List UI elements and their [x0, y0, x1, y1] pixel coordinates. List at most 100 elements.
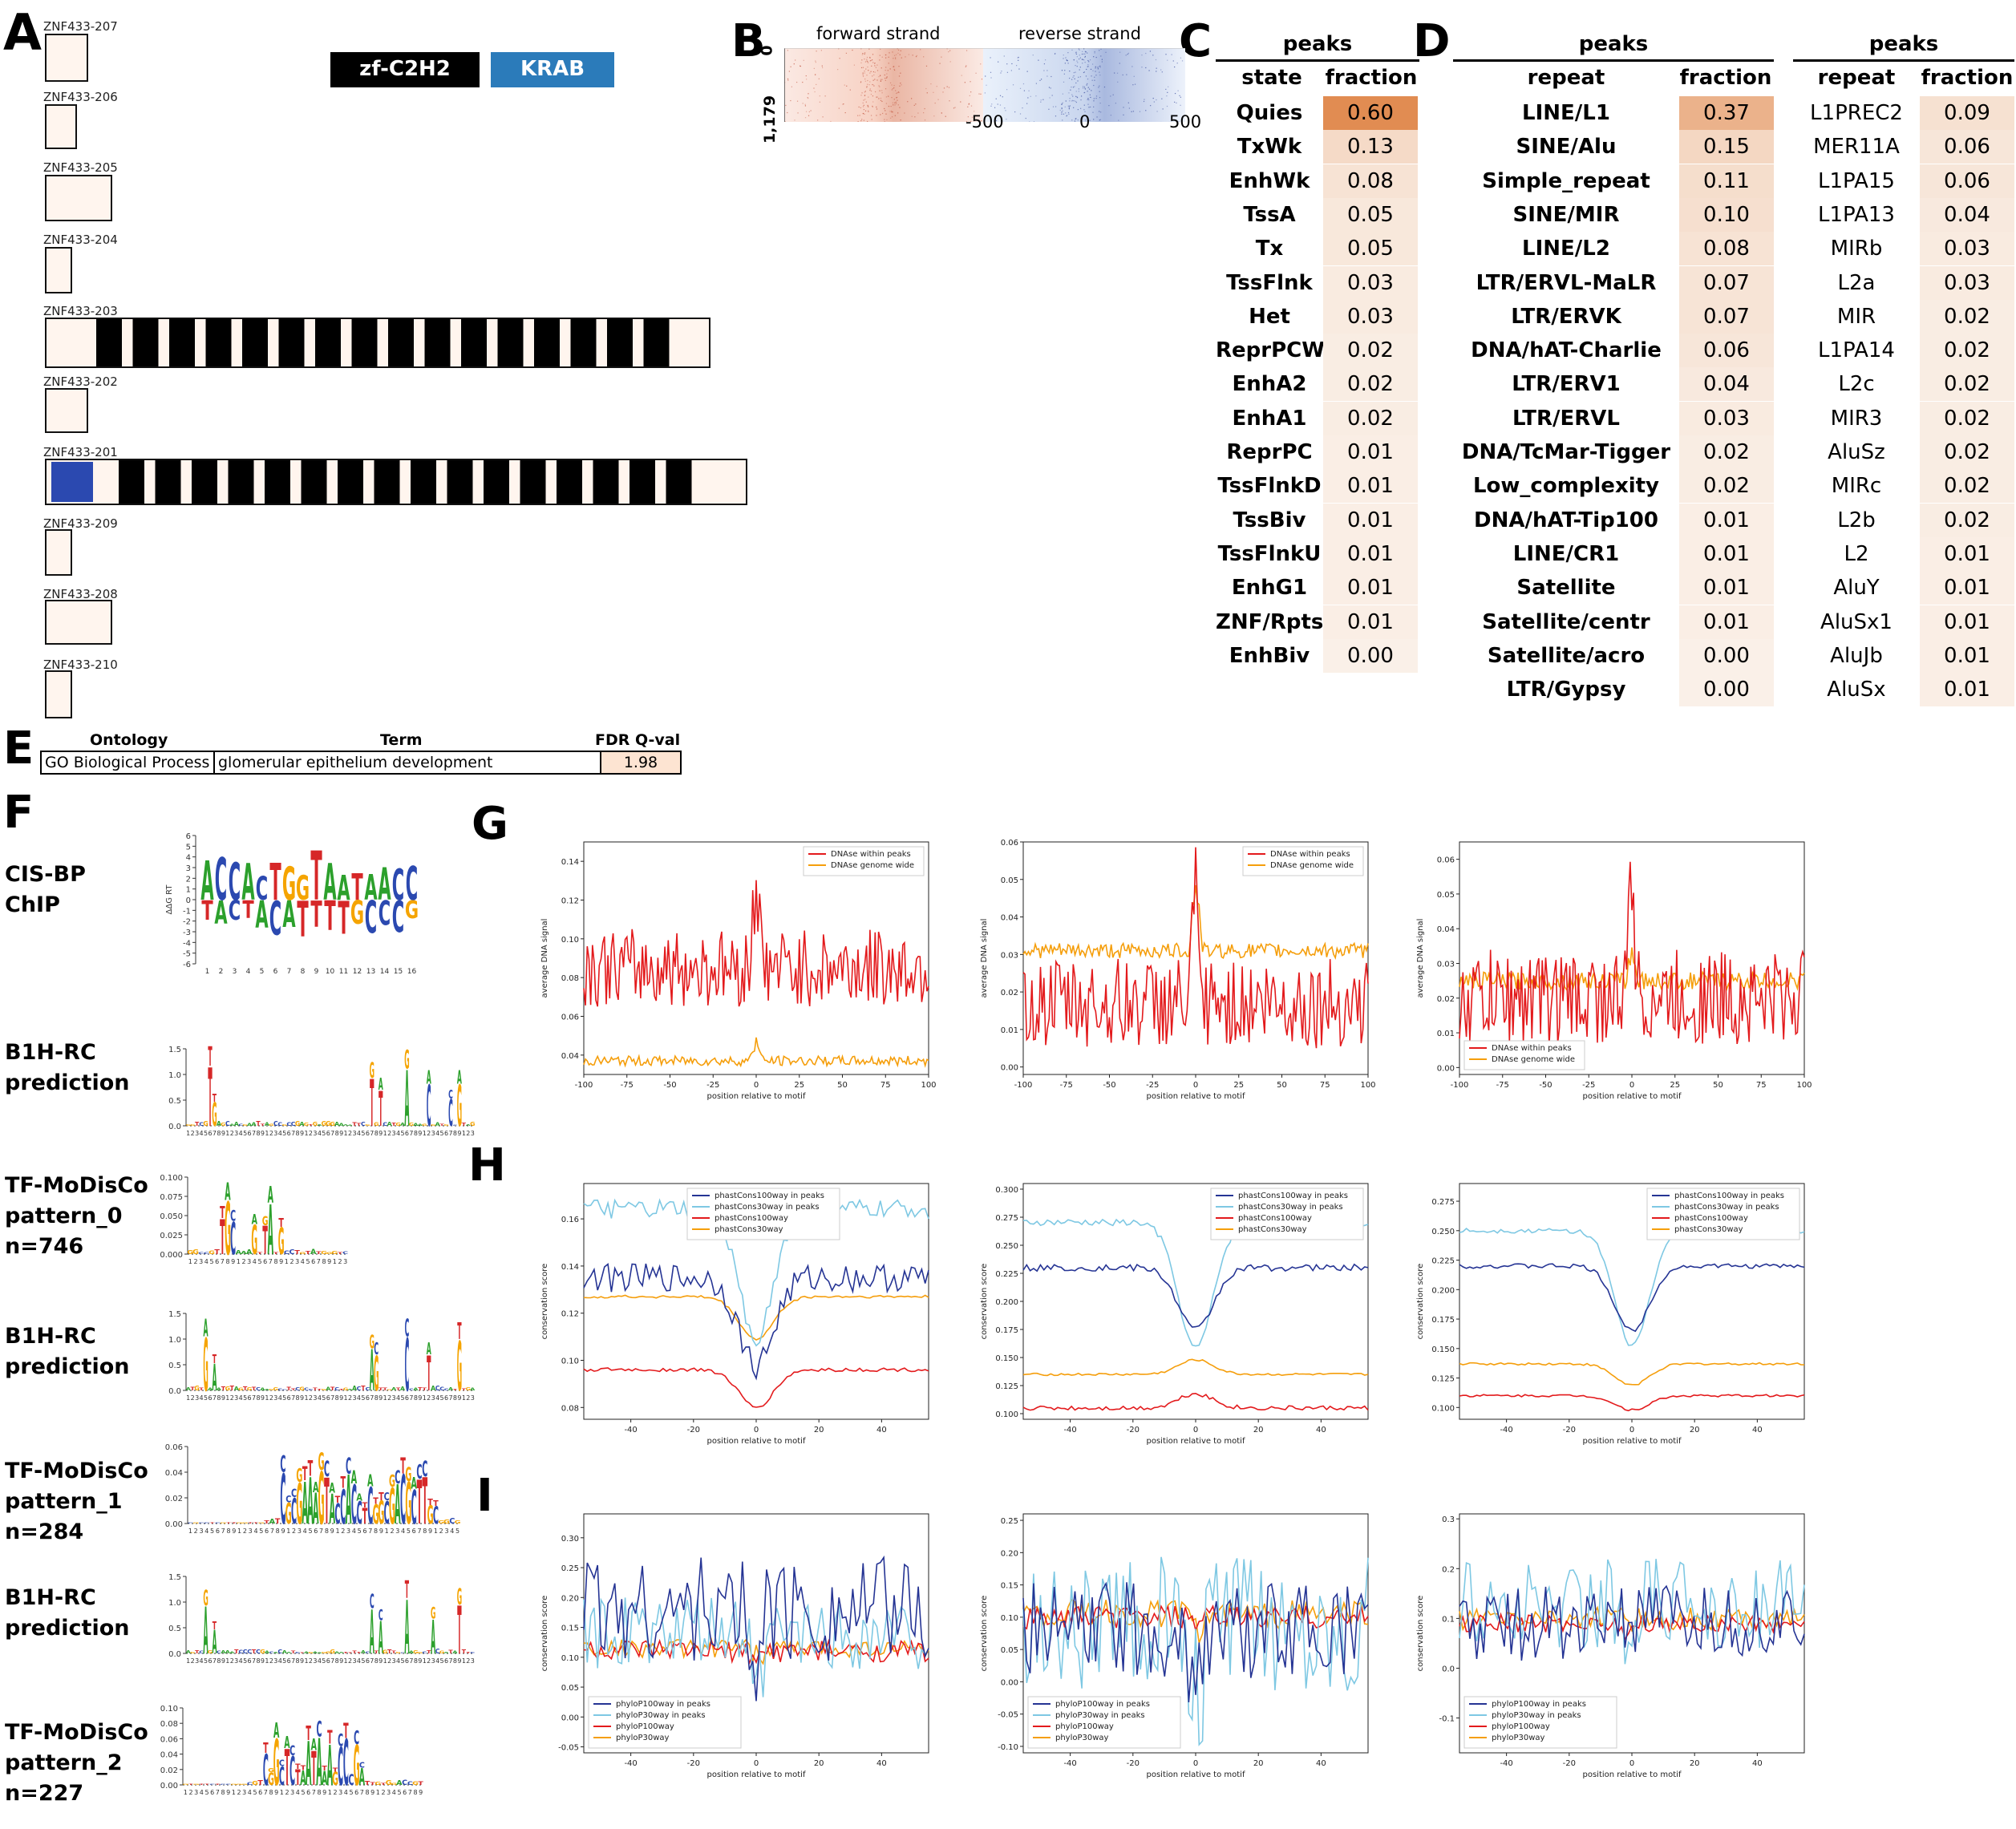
subrepeat-name: L1PREC2	[1810, 101, 1903, 125]
svg-text:3: 3	[313, 1130, 317, 1137]
subrepeat-name: MIRb	[1830, 237, 1883, 261]
panel-label-a: A	[3, 3, 42, 62]
svg-text:7: 7	[221, 1258, 225, 1265]
subrepeat-row: L1PA13 0.04	[1793, 197, 2014, 232]
x-axis-label: position relative to motif	[1147, 1437, 1245, 1446]
series-line	[1459, 1584, 1805, 1661]
svg-text:1: 1	[265, 1130, 269, 1137]
logo-letter: A	[418, 1123, 423, 1127]
svg-text:5: 5	[440, 1394, 444, 1402]
svg-text:2: 2	[390, 1528, 394, 1535]
state-fraction: 0.02	[1323, 401, 1418, 435]
logo-letter: C	[334, 1386, 339, 1392]
logo-letter: T	[291, 1389, 295, 1391]
svg-text:9: 9	[379, 1394, 383, 1402]
logo-letter: C	[405, 1325, 410, 1408]
motif-label-modisco-0: TF-MoDisCo pattern_0 n=746	[5, 1173, 148, 1259]
series-line	[1022, 1581, 1369, 1702]
zf-c2h2-domain	[278, 319, 305, 366]
logo-letter: C	[225, 1783, 231, 1785]
chart-h3: 0.100 0.125 0.150 0.175 0.200 0.225 0.250 0.275…	[1416, 1183, 1805, 1446]
state-fraction: 0.03	[1323, 265, 1418, 300]
x-axis-label: position relative to motif	[707, 1092, 806, 1101]
logo-letter: A	[269, 1519, 276, 1526]
subrepeat-fraction: 0.06	[1920, 130, 2014, 164]
svg-text:4: 4	[296, 1789, 300, 1796]
svg-text:7: 7	[330, 1130, 334, 1137]
logo-letter: T	[243, 1385, 248, 1392]
logo-letter: T	[322, 1766, 327, 1773]
logo-ytick: 0.100	[160, 1174, 183, 1183]
svg-text:2: 2	[439, 1528, 443, 1535]
cisbp-ytick: -6	[183, 961, 191, 969]
svg-text:1: 1	[285, 1258, 289, 1265]
logo-letter: G	[457, 1329, 462, 1408]
logo-letter: G	[443, 1519, 450, 1525]
logo-letter: C	[291, 1120, 296, 1127]
logo-letter: C	[365, 892, 377, 944]
svg-text:3: 3	[199, 1258, 203, 1265]
state-name: TxWk	[1237, 135, 1302, 160]
logo-letter: C	[351, 1475, 357, 1537]
state-fraction: 0.05	[1323, 232, 1418, 266]
svg-text:3: 3	[194, 1789, 198, 1796]
state-name: TssFlnk	[1226, 270, 1313, 295]
ytick-label: 0.05	[561, 1684, 579, 1693]
logo-letter: G	[187, 1248, 193, 1256]
state-row: Het 0.03	[1216, 299, 1418, 334]
panel-label-h: H	[468, 1139, 506, 1192]
svg-text:3: 3	[234, 1657, 238, 1665]
series-line	[583, 1637, 929, 1665]
svg-text:8: 8	[256, 1394, 260, 1402]
logo-letter: C	[357, 1386, 362, 1392]
logo-letter: T	[306, 1722, 311, 1745]
logo-letter: G	[331, 1250, 338, 1255]
state-name: TssBiv	[1233, 508, 1306, 532]
x-axis-label: position relative to motif	[1147, 1770, 1245, 1779]
zf-c2h2-domain	[461, 319, 487, 366]
logo-letter: T	[242, 896, 253, 925]
logo-ytick: 1.0	[168, 1071, 181, 1080]
svg-text:4: 4	[392, 1789, 396, 1796]
subrepeat-name: AluSx	[1827, 678, 1886, 702]
logo-letter: T	[379, 1388, 383, 1391]
isoform-exon	[45, 104, 77, 149]
legend-box	[1646, 1188, 1800, 1240]
legend-zf-c2h2: zf-C2H2	[330, 52, 480, 87]
svg-text:5: 5	[322, 1657, 326, 1665]
logo-letter: A	[204, 1595, 208, 1669]
subrepeat-name: L1PA14	[1818, 338, 1895, 363]
xtick-label: 75	[1756, 1081, 1767, 1090]
ytick-label: 0.12	[561, 897, 579, 906]
logo-letter: A	[378, 858, 391, 910]
svg-text:6: 6	[216, 1528, 220, 1535]
repeat-fraction: 0.01	[1679, 605, 1774, 639]
logo-letter: C	[198, 1252, 204, 1255]
logo-letter: T	[427, 1499, 433, 1507]
svg-text:5: 5	[282, 1394, 286, 1402]
logo-letter: C	[342, 1251, 349, 1256]
svg-text:9: 9	[418, 1657, 422, 1665]
zf-c2h2-domain	[643, 319, 670, 366]
xtick-label: 50	[1713, 1081, 1723, 1090]
svg-text:3: 3	[195, 1657, 199, 1665]
motif-label-b1h-2: B1H-RC prediction	[5, 1324, 130, 1379]
zf-c2h2-domain	[169, 319, 195, 366]
svg-text:2: 2	[387, 1394, 391, 1402]
svg-text:5: 5	[440, 1130, 444, 1137]
xtick-label: 20	[1253, 1759, 1264, 1768]
svg-text:9: 9	[274, 1789, 278, 1796]
logo-ytick: 1.5	[168, 1573, 181, 1582]
cisbp-ytick: 1	[186, 886, 191, 895]
svg-text:16: 16	[407, 968, 417, 975]
svg-text:3: 3	[313, 1394, 317, 1402]
zf-c2h2-domain	[447, 460, 473, 504]
svg-text:6: 6	[208, 1130, 212, 1137]
svg-text:5: 5	[209, 1258, 213, 1265]
logo-letter: T	[361, 1385, 366, 1392]
logo-ytick: 0.06	[160, 1735, 178, 1744]
svg-text:7: 7	[252, 1657, 256, 1665]
logo-letter: G	[282, 1124, 288, 1127]
svg-text:4: 4	[450, 1528, 454, 1535]
